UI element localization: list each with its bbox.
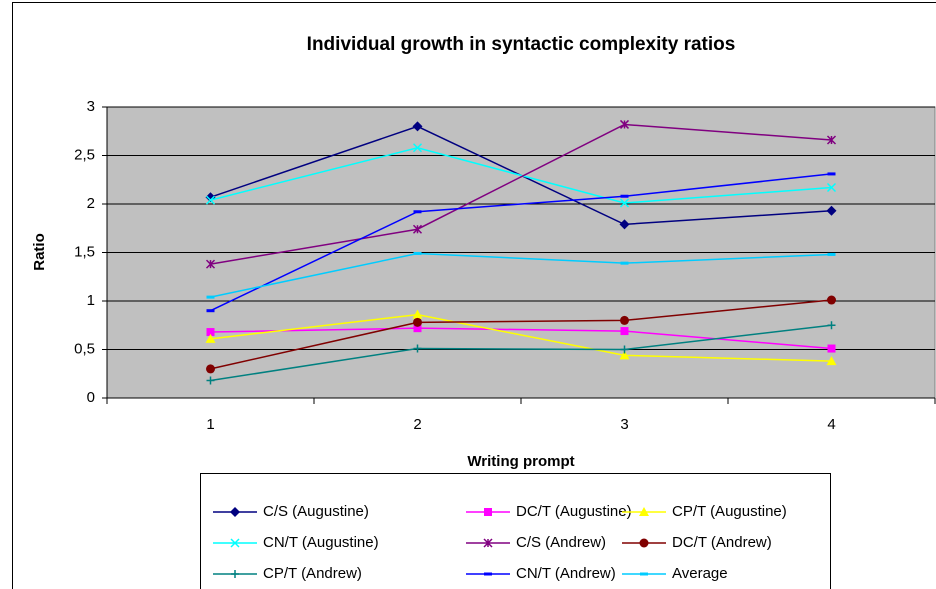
y-tick-label: 1 bbox=[87, 292, 95, 309]
marker bbox=[230, 507, 240, 517]
marker bbox=[826, 135, 837, 145]
marker bbox=[483, 538, 493, 548]
x-tick-label: 3 bbox=[620, 416, 628, 433]
marker bbox=[205, 259, 216, 269]
marker bbox=[205, 333, 216, 343]
legend-label: DC/T (Augustine) bbox=[516, 503, 632, 520]
marker bbox=[413, 210, 422, 214]
legend-label: CP/T (Andrew) bbox=[263, 565, 362, 582]
marker bbox=[620, 315, 629, 325]
x-axis-label: Writing prompt bbox=[467, 453, 574, 470]
marker bbox=[827, 321, 836, 330]
marker bbox=[206, 295, 215, 299]
marker bbox=[206, 328, 215, 337]
x-tick-label: 4 bbox=[827, 416, 835, 433]
series-line bbox=[210, 173, 832, 312]
marker bbox=[413, 324, 422, 333]
marker bbox=[619, 219, 630, 230]
marker bbox=[639, 507, 649, 516]
marker bbox=[412, 143, 423, 153]
y-tick-label: 2 bbox=[87, 195, 95, 212]
marker bbox=[826, 356, 837, 366]
series-line bbox=[210, 324, 832, 382]
series-line bbox=[210, 313, 832, 362]
marker bbox=[640, 572, 648, 576]
y-tick-label: 0 bbox=[87, 389, 95, 406]
legend-label: C/S (Andrew) bbox=[516, 534, 606, 551]
y-axis-label: Ratio bbox=[31, 233, 48, 271]
legend-label: C/S (Augustine) bbox=[263, 503, 369, 520]
marker bbox=[826, 205, 837, 216]
marker bbox=[412, 309, 423, 319]
legend-label: CN/T (Augustine) bbox=[263, 534, 379, 551]
marker bbox=[412, 224, 423, 234]
x-tick-label: 2 bbox=[413, 416, 421, 433]
marker bbox=[619, 198, 630, 208]
marker bbox=[230, 538, 240, 548]
marker bbox=[413, 251, 422, 255]
marker bbox=[620, 345, 629, 354]
marker bbox=[206, 309, 215, 313]
series-line bbox=[210, 252, 832, 298]
marker bbox=[620, 194, 629, 198]
series-line bbox=[210, 299, 832, 370]
marker bbox=[827, 252, 836, 256]
series-line bbox=[210, 327, 832, 350]
series-line bbox=[210, 123, 832, 265]
marker bbox=[827, 172, 836, 176]
marker bbox=[826, 182, 837, 193]
legend-label: Average bbox=[672, 565, 728, 582]
marker bbox=[619, 119, 630, 129]
marker bbox=[412, 121, 423, 132]
marker bbox=[620, 327, 629, 336]
y-tick-label: 2,5 bbox=[74, 146, 95, 163]
marker bbox=[206, 376, 215, 385]
marker bbox=[619, 350, 630, 360]
marker bbox=[620, 261, 629, 265]
marker bbox=[231, 570, 239, 578]
marker bbox=[205, 195, 216, 205]
marker bbox=[827, 344, 836, 353]
y-tick-label: 3 bbox=[87, 98, 95, 115]
legend-label: CN/T (Andrew) bbox=[516, 565, 616, 582]
y-tick-label: 0,5 bbox=[74, 340, 95, 357]
series-line bbox=[210, 146, 832, 204]
legend bbox=[200, 473, 831, 589]
marker bbox=[206, 364, 215, 374]
x-tick-label: 1 bbox=[206, 416, 214, 433]
legend-label: CP/T (Augustine) bbox=[672, 503, 787, 520]
marker bbox=[413, 317, 422, 327]
chart-title: Individual growth in syntactic complexit… bbox=[307, 34, 736, 55]
marker bbox=[484, 508, 492, 516]
y-tick-label: 1,5 bbox=[74, 243, 95, 260]
legend-label: DC/T (Andrew) bbox=[672, 534, 772, 551]
marker bbox=[484, 572, 492, 576]
marker bbox=[413, 344, 422, 353]
marker bbox=[639, 538, 649, 548]
marker bbox=[827, 295, 836, 305]
